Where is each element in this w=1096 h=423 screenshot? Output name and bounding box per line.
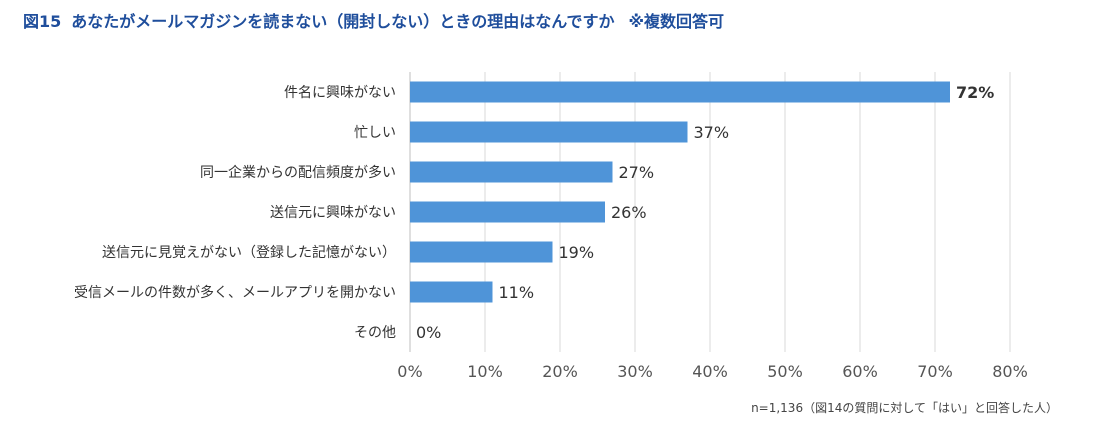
data-label: 72%	[956, 83, 994, 102]
category-label: 受信メールの件数が多く、メールアプリを開かない	[74, 284, 396, 301]
data-label: 19%	[559, 243, 595, 262]
figure-number: 図15	[23, 12, 62, 31]
data-label: 26%	[611, 203, 647, 222]
data-label: 11%	[499, 283, 535, 302]
bar	[410, 201, 605, 223]
category-labels: 件名に興味がない忙しい同一企業からの配信頻度が多い送信元に興味がない送信元に見覚…	[74, 85, 396, 341]
title-note: ※複数回答可	[628, 12, 725, 31]
bar	[410, 241, 553, 263]
data-label: 37%	[694, 123, 730, 142]
x-tick-labels: 0% 10% 20% 30% 40% 50% 60% 70% 80%	[397, 362, 1027, 381]
bar	[410, 161, 613, 183]
sample-size-note: n=1,136（図14の質問に対して「はい」と回答した人）	[751, 401, 1058, 415]
x-tick-label: 80%	[992, 362, 1028, 381]
title-text: あなたがメールマガジンを読まない（開封しない）ときの理由はなんですか	[71, 12, 615, 31]
category-label: 忙しい	[354, 125, 396, 141]
category-label: 送信元に見覚えがない（登録した記憶がない）	[102, 244, 396, 261]
x-tick-label: 30%	[617, 362, 653, 381]
bar	[410, 81, 950, 103]
category-label: その他	[354, 325, 396, 341]
x-tick-label: 20%	[542, 362, 578, 381]
data-label: 27%	[619, 163, 655, 182]
x-tick-label: 10%	[467, 362, 503, 381]
category-label: 同一企業からの配信頻度が多い	[200, 164, 396, 181]
value-labels: 72% 37% 27% 26% 19% 11% 0%	[416, 83, 994, 342]
category-label: 件名に興味がない	[284, 85, 396, 101]
data-label: 0%	[416, 323, 441, 342]
x-tick-label: 0%	[397, 362, 422, 381]
x-tick-label: 50%	[767, 362, 803, 381]
x-tick-label: 70%	[917, 362, 953, 381]
bars	[410, 81, 950, 303]
x-tick-label: 40%	[692, 362, 728, 381]
category-label: 送信元に興味がない	[270, 205, 396, 221]
chart-title: 図15 あなたがメールマガジンを読まない（開封しない）ときの理由はなんですか ※複数…	[23, 8, 724, 32]
bar	[410, 121, 688, 143]
bar	[410, 281, 493, 303]
x-tick-label: 60%	[842, 362, 878, 381]
